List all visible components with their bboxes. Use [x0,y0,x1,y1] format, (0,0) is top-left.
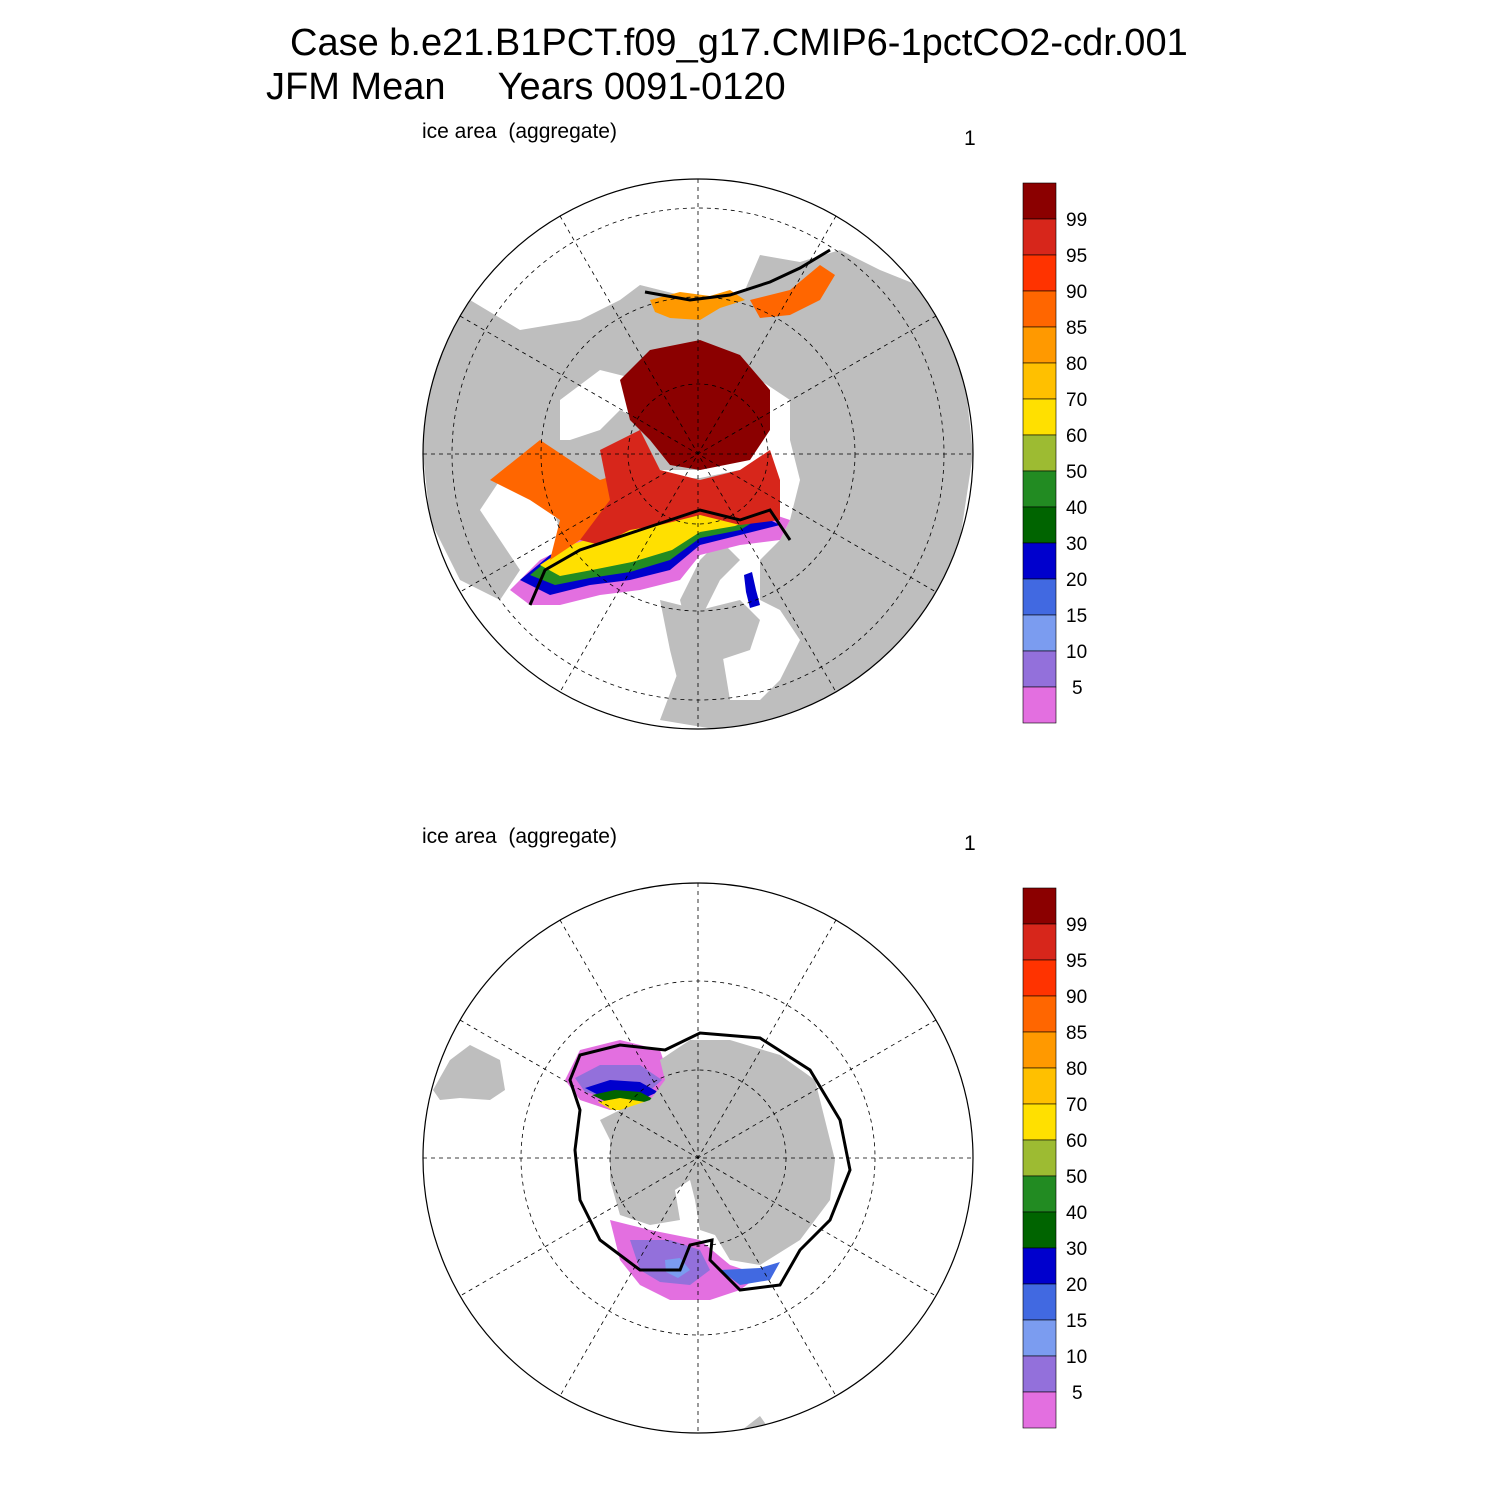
colorbar-north-tick-label: 20 [1066,570,1087,591]
colorbar-north-swatch [1022,542,1057,580]
colorbar-north-tick-label: 90 [1066,282,1087,303]
colorbar-north-swatch [1022,650,1057,688]
colorbar-north-swatch [1022,470,1057,508]
colorbar-south-tick-label: 60 [1066,1131,1087,1152]
colorbar-north-swatch [1022,254,1057,292]
colorbar-south-tick-label: 5 [1072,1383,1083,1404]
colorbar-north-swatch [1022,326,1057,364]
colorbar-south: 99 95 90 85 80 70 60 50 40 30 20 15 10 5 [1022,887,1087,1429]
south-map-content [423,883,973,1433]
north-observed-ice-edge-pacific [644,248,831,302]
colorbar-south-swatch [1022,1103,1057,1141]
colorbar-north: 99 95 90 85 80 70 60 50 40 30 20 15 10 5 [1022,182,1087,724]
colorbar-south-swatch [1022,1211,1057,1249]
colorbar-south-tick-label: 20 [1066,1275,1087,1296]
colorbar-north-tick-label: 99 [1066,210,1087,231]
colorbar-south-tick-label: 30 [1066,1239,1087,1260]
colorbar-south-swatch [1022,1031,1057,1069]
colorbar-south-tick-label: 80 [1066,1059,1087,1080]
north-map-content [423,179,973,729]
colorbar-south-tick-label: 99 [1066,915,1087,936]
colorbar-north-tick-label: 40 [1066,498,1087,519]
north-polar-map [422,178,974,730]
panel-2-label: ice area (aggregate) [422,825,617,848]
colorbar-north-tick-label: 50 [1066,462,1087,483]
colorbar-south-swatch [1022,1355,1057,1393]
south-polar-map [422,882,974,1434]
figure-title-line-1: Case b.e21.B1PCT.f09_g17.CMIP6-1pctCO2-c… [290,22,1188,64]
colorbar-north-swatch [1022,182,1057,220]
colorbar-north-tick-label: 80 [1066,354,1087,375]
colorbar-south-swatch [1022,995,1057,1033]
colorbar-south-swatch [1022,959,1057,997]
colorbar-north-tick-label: 15 [1066,606,1087,627]
colorbar-south-tick-label: 10 [1066,1347,1087,1368]
colorbar-south-tick-label: 15 [1066,1311,1087,1332]
south-land-south-america [433,1045,505,1100]
north-ice-99pct [620,340,770,470]
south-observed-ice-edge [568,1031,852,1292]
colorbar-south-tick-label: 95 [1066,951,1087,972]
colorbar-south-swatch [1022,1247,1057,1285]
south-land-antarctica [600,1040,835,1265]
north-ice-85pct [490,440,640,560]
colorbar-south-swatch [1022,1391,1057,1429]
north-ice-bering [750,265,835,318]
colorbar-south-swatch [1022,887,1057,925]
north-observed-ice-edge [528,508,792,606]
north-land-eurasia [423,250,973,729]
colorbar-north-tick-label: 10 [1066,642,1087,663]
colorbar-north-swatch [1022,218,1057,256]
colorbar-south-tick-label: 85 [1066,1023,1087,1044]
colorbar-north-tick-label: 60 [1066,426,1087,447]
colorbar-north-tick-label: 70 [1066,390,1087,411]
colorbar-south-swatch [1022,1319,1057,1357]
colorbar-north-swatch [1022,362,1057,400]
colorbar-north-swatch [1022,506,1057,544]
north-ice-baltic [744,572,760,608]
north-map-border [422,178,974,730]
north-graticule [423,179,973,729]
colorbar-south-tick-label: 70 [1066,1095,1087,1116]
colorbar-south-tick-label: 50 [1066,1167,1087,1188]
colorbar-south-swatch [1022,1283,1057,1321]
colorbar-south-swatch [1022,1175,1057,1213]
colorbar-north-swatch [1022,686,1057,724]
colorbar-north-tick-label: 95 [1066,246,1087,267]
colorbar-north-swatch [1022,290,1057,328]
colorbar-north-swatch [1022,578,1057,616]
south-ice-amundsen [720,1262,780,1285]
colorbar-north-tick-label: 5 [1072,678,1083,699]
south-graticule [423,883,973,1433]
colorbar-south-swatch [1022,1139,1057,1177]
colorbar-south-tick-label: 90 [1066,987,1087,1008]
panel-2-number: 1 [964,832,976,855]
colorbar-south-swatch [1022,1067,1057,1105]
panel-1-number: 1 [964,127,976,150]
north-ice-60pct [540,512,755,576]
colorbar-north-tick-label: 30 [1066,534,1087,555]
panel-1-label: ice area (aggregate) [422,120,617,143]
colorbar-north-tick-label: 85 [1066,318,1087,339]
colorbar-north-swatch [1022,398,1057,436]
figure-title-line-2: JFM Mean Years 0091-0120 [266,66,786,108]
north-land-scandinavia [660,600,760,700]
colorbar-south-tick-label: 40 [1066,1203,1087,1224]
south-map-border [422,882,974,1434]
colorbar-north-swatch [1022,434,1057,472]
colorbar-north-swatch [1022,614,1057,652]
colorbar-south-swatch [1022,923,1057,961]
